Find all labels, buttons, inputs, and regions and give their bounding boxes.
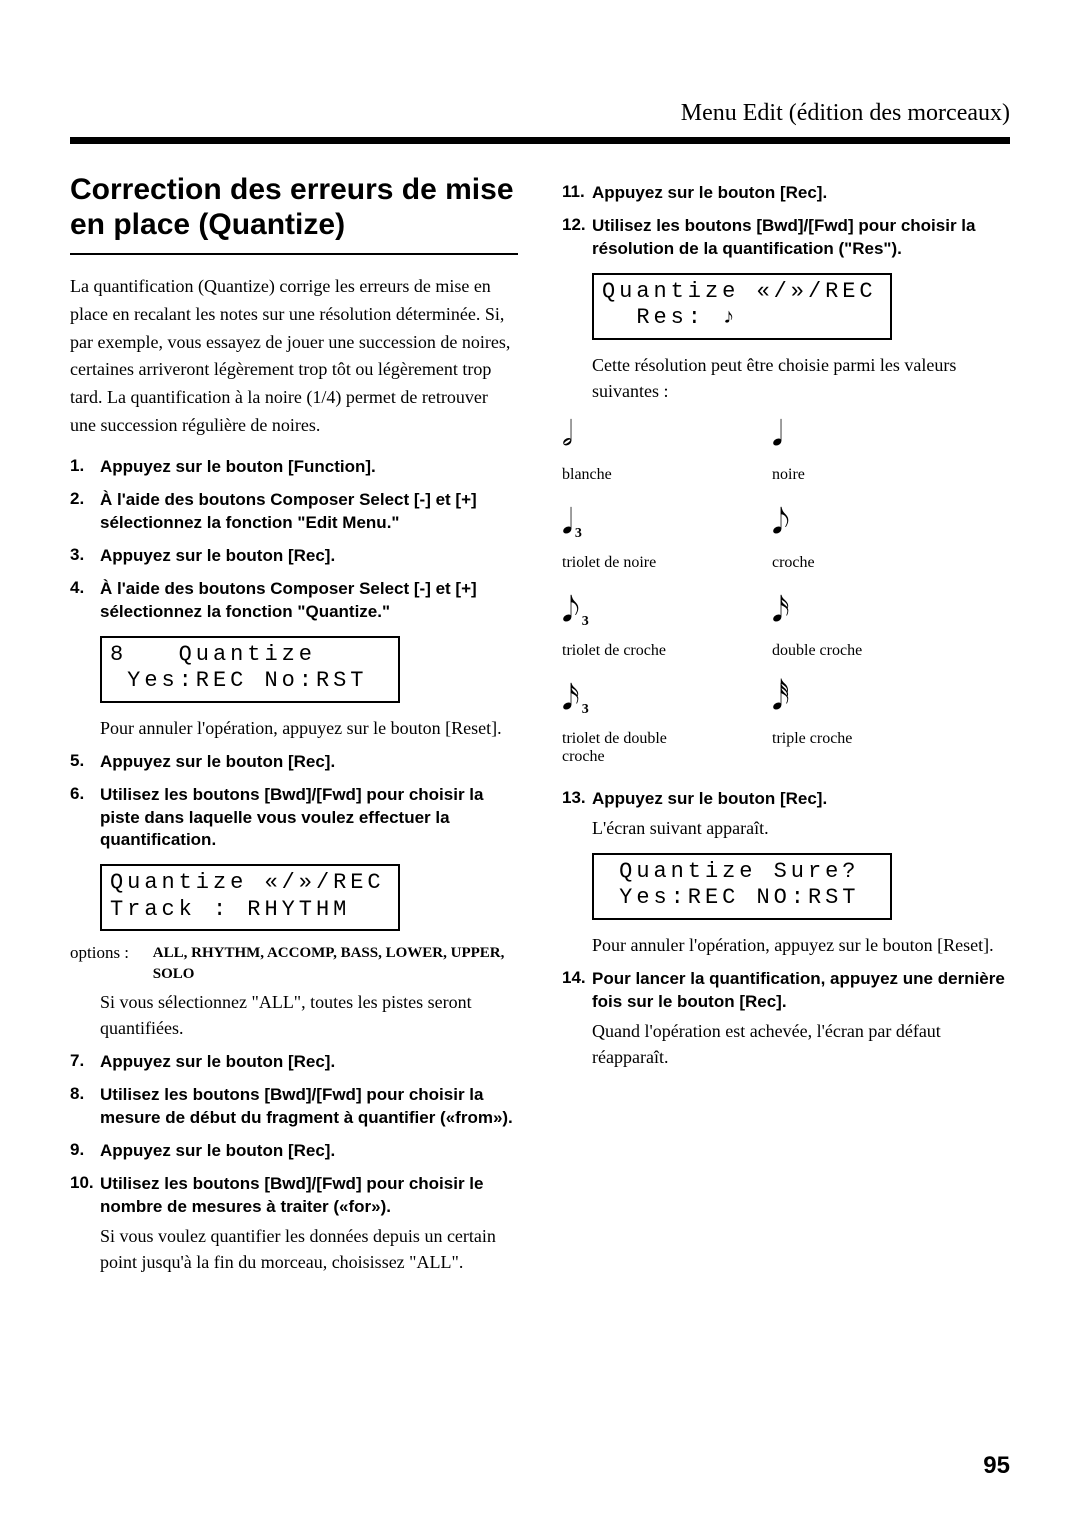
step-sub: L'écran suivant apparaît. [592, 815, 1010, 841]
note-label: noire [772, 466, 912, 484]
section-title: Correction des erreurs de mise en place … [70, 172, 518, 255]
all-option-note: Si vous sélectionnez "ALL", toutes les p… [100, 989, 518, 1041]
step-item: Appuyez sur le bouton [Rec]. [70, 1051, 518, 1074]
note-label: double croche [772, 642, 912, 660]
step-item: À l'aide des boutons Composer Select [-]… [70, 578, 518, 624]
note-value-cell: 𝅘𝅥𝅯 double croche [772, 594, 912, 660]
step-head: Appuyez sur le bouton [Rec]. [592, 182, 1010, 205]
note-value-cell: 𝅘𝅥𝅯3 triolet de double croche [562, 682, 702, 766]
step-head: À l'aide des boutons Composer Select [-]… [100, 578, 518, 624]
note-values-grid: 𝅗𝅥 blanche 𝅘𝅥 noire 𝅘𝅥3 triolet de noire 𝅘𝅥𝅮 cr… [562, 418, 1010, 766]
note-value-cell: 𝅘𝅥𝅮3 triolet de croche [562, 594, 702, 660]
lcd-line: 8 Quantize [110, 642, 390, 668]
options-values: ALL, RHYTHM, ACCOMP, BASS, LOWER, UPPER,… [153, 943, 518, 985]
step-head: Appuyez sur le bouton [Rec]. [100, 1051, 518, 1074]
note-label: triple croche [772, 730, 912, 748]
step-item: Appuyez sur le bouton [Rec]. L'écran suiv… [562, 788, 1010, 841]
note-glyph-icon: 𝅘𝅥3 [562, 506, 702, 546]
step-item: Utilisez les boutons [Bwd]/[Fwd] pour ch… [70, 784, 518, 853]
lcd-line: Quantize «/»/REC [110, 870, 390, 896]
options-label: options : [70, 943, 153, 985]
step-head: Appuyez sur le bouton [Rec]. [100, 751, 518, 774]
step-head: Pour lancer la quantification, appuyez u… [592, 968, 1010, 1014]
note-value-cell: 𝅘𝅥𝅰 triple croche [772, 682, 912, 766]
header-rule [70, 137, 1010, 144]
note-glyph-icon: 𝅘𝅥𝅮 [772, 506, 912, 546]
note-glyph-icon: 𝅘𝅥𝅮3 [562, 594, 702, 634]
resolution-note: Cette résolution peut être choisie parmi… [592, 352, 1010, 404]
step-sub: Quand l'opération est achevée, l'écran p… [592, 1018, 1010, 1070]
step-item: Utilisez les boutons [Bwd]/[Fwd] pour ch… [70, 1173, 518, 1275]
lcd-quantize-menu: 8 Quantize Yes:REC No:RST [100, 636, 400, 703]
intro-paragraph: La quantification (Quantize) corrige les… [70, 273, 518, 440]
step-head: Utilisez les boutons [Bwd]/[Fwd] pour ch… [592, 215, 1010, 261]
note-value-cell: 𝅘𝅥 noire [772, 418, 912, 484]
step-item: Appuyez sur le bouton [Rec]. [70, 545, 518, 568]
note-glyph-icon: 𝅘𝅥𝅯3 [562, 682, 702, 722]
step-head: Utilisez les boutons [Bwd]/[Fwd] pour ch… [100, 1084, 518, 1130]
lcd-resolution: Quantize «/»/REC Res: ♪ [592, 273, 892, 340]
step-head: Utilisez les boutons [Bwd]/[Fwd] pour ch… [100, 784, 518, 853]
lcd-line: Yes:REC No:RST [110, 668, 390, 694]
step-head: À l'aide des boutons Composer Select [-]… [100, 489, 518, 535]
lcd-line: Track : RHYTHM [110, 897, 390, 923]
left-column: Correction des erreurs de mise en place … [70, 172, 518, 1285]
lcd-line: Quantize Sure? [602, 859, 882, 885]
step-head: Appuyez sur le bouton [Rec]. [100, 545, 518, 568]
step-head: Appuyez sur le bouton [Function]. [100, 456, 518, 479]
lcd-line: Res: ♪ [602, 305, 882, 331]
note-value-cell: 𝅗𝅥 blanche [562, 418, 702, 484]
right-column: Appuyez sur le bouton [Rec]. Utilisez les… [562, 172, 1010, 1285]
step-item: Appuyez sur le bouton [Function]. [70, 456, 518, 479]
lcd-line: Quantize «/»/REC [602, 279, 882, 305]
options-row: options : ALL, RHYTHM, ACCOMP, BASS, LOW… [70, 943, 518, 985]
note-value-cell: 𝅘𝅥3 triolet de noire [562, 506, 702, 572]
cancel-note: Pour annuler l'opération, appuyez sur le… [592, 932, 1010, 958]
note-value-cell: 𝅘𝅥𝅮 croche [772, 506, 912, 572]
step-head: Appuyez sur le bouton [Rec]. [592, 788, 1010, 811]
note-label: triolet de double croche [562, 730, 702, 766]
note-label: croche [772, 554, 912, 572]
cancel-note: Pour annuler l'opération, appuyez sur le… [100, 715, 518, 741]
note-label: triolet de noire [562, 554, 702, 572]
note-label: triolet de croche [562, 642, 702, 660]
step-item: À l'aide des boutons Composer Select [-]… [70, 489, 518, 535]
step-item: Appuyez sur le bouton [Rec]. [70, 751, 518, 774]
step-item: Pour lancer la quantification, appuyez u… [562, 968, 1010, 1070]
running-header: Menu Edit (édition des morceaux) [70, 100, 1010, 127]
lcd-confirm: Quantize Sure? Yes:REC NO:RST [592, 853, 892, 920]
note-glyph-icon: 𝅗𝅥 [562, 418, 702, 458]
lcd-line: Yes:REC NO:RST [602, 885, 882, 911]
page-number: 95 [983, 1452, 1010, 1480]
note-glyph-icon: 𝅘𝅥 [772, 418, 912, 458]
step-item: Utilisez les boutons [Bwd]/[Fwd] pour ch… [70, 1084, 518, 1130]
step-item: Appuyez sur le bouton [Rec]. [70, 1140, 518, 1163]
step-item: Utilisez les boutons [Bwd]/[Fwd] pour ch… [562, 215, 1010, 261]
note-label: blanche [562, 466, 702, 484]
note-glyph-icon: 𝅘𝅥𝅯 [772, 594, 912, 634]
lcd-track-select: Quantize «/»/REC Track : RHYTHM [100, 864, 400, 931]
step-item: Appuyez sur le bouton [Rec]. [562, 182, 1010, 205]
step-head: Appuyez sur le bouton [Rec]. [100, 1140, 518, 1163]
note-glyph-icon: 𝅘𝅥𝅰 [772, 682, 912, 722]
step-sub: Si vous voulez quantifier les données de… [100, 1223, 518, 1275]
step-head: Utilisez les boutons [Bwd]/[Fwd] pour ch… [100, 1173, 518, 1219]
